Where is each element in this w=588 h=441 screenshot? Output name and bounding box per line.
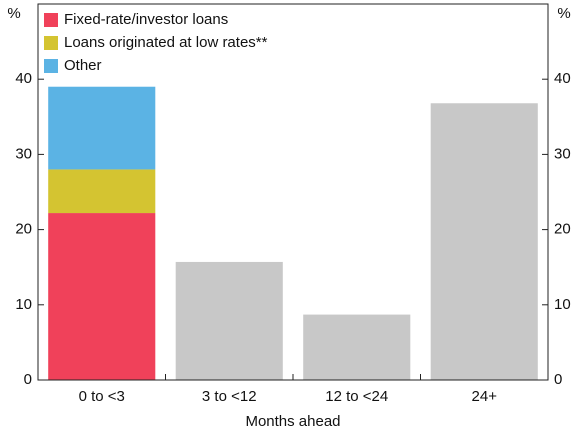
x-tick-label: 24+	[472, 388, 498, 405]
legend-label: Other	[64, 57, 102, 74]
y-tick-label: 10	[15, 296, 32, 313]
y-tick-label: 30	[15, 145, 32, 162]
y-tick-label: 40	[15, 70, 32, 87]
y2-tick-label: 10	[554, 296, 571, 313]
y2-tick-label: 0	[554, 371, 562, 388]
x-axis-label: Months ahead	[245, 413, 340, 430]
bar-segment	[48, 213, 156, 380]
legend-swatch	[44, 13, 58, 27]
bar-segment	[430, 103, 538, 380]
y2-tick-label: 20	[554, 221, 571, 238]
x-tick-label: 12 to <24	[325, 388, 388, 405]
bar-segment	[48, 86, 156, 170]
y-unit-left: %	[7, 5, 20, 22]
y-tick-label: 0	[24, 371, 32, 388]
bar-segment	[48, 169, 156, 214]
bar-segment	[175, 261, 283, 380]
x-tick-label: 0 to <3	[79, 388, 125, 405]
legend-label: Fixed-rate/investor loans	[64, 11, 228, 28]
legend-swatch	[44, 59, 58, 73]
x-tick-label: 3 to <12	[202, 388, 257, 405]
y-tick-label: 20	[15, 221, 32, 238]
y2-tick-label: 30	[554, 145, 571, 162]
bar-segment	[303, 314, 411, 380]
legend-label: Loans originated at low rates**	[64, 34, 268, 51]
legend-swatch	[44, 36, 58, 50]
y-unit-right: %	[557, 5, 570, 22]
y2-tick-label: 40	[554, 70, 571, 87]
